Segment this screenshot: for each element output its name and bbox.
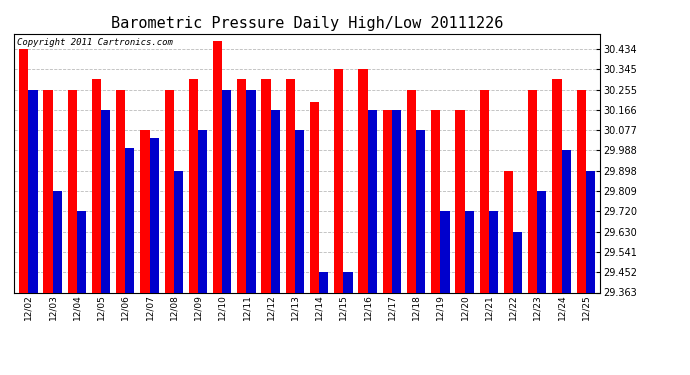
Bar	[295, 130, 304, 292]
Bar	[538, 191, 546, 292]
Bar	[344, 272, 353, 292]
Bar	[562, 150, 571, 292]
Bar	[77, 211, 86, 292]
Bar	[150, 138, 159, 292]
Bar	[43, 90, 52, 292]
Bar	[513, 232, 522, 292]
Bar	[116, 90, 126, 292]
Bar	[237, 79, 246, 292]
Bar	[213, 40, 222, 292]
Bar	[440, 211, 450, 292]
Bar	[358, 69, 368, 292]
Bar	[407, 90, 416, 292]
Bar	[334, 69, 344, 292]
Bar	[92, 79, 101, 292]
Bar	[174, 171, 183, 292]
Bar	[392, 110, 401, 292]
Bar	[286, 79, 295, 292]
Title: Barometric Pressure Daily High/Low 20111226: Barometric Pressure Daily High/Low 20111…	[111, 16, 503, 31]
Bar	[310, 102, 319, 292]
Bar	[28, 90, 37, 292]
Bar	[480, 90, 489, 292]
Bar	[383, 110, 392, 292]
Bar	[577, 90, 586, 292]
Bar	[164, 90, 174, 292]
Bar	[189, 79, 198, 292]
Bar	[126, 147, 135, 292]
Bar	[19, 49, 28, 292]
Bar	[101, 110, 110, 292]
Bar	[586, 171, 595, 292]
Bar	[504, 171, 513, 292]
Bar	[198, 130, 207, 292]
Bar	[319, 272, 328, 292]
Bar	[528, 90, 538, 292]
Bar	[416, 130, 425, 292]
Text: Copyright 2011 Cartronics.com: Copyright 2011 Cartronics.com	[17, 38, 172, 46]
Bar	[270, 110, 280, 292]
Bar	[246, 90, 256, 292]
Bar	[464, 211, 474, 292]
Bar	[431, 110, 440, 292]
Bar	[552, 79, 562, 292]
Bar	[52, 191, 62, 292]
Bar	[489, 211, 498, 292]
Bar	[455, 110, 464, 292]
Bar	[68, 90, 77, 292]
Bar	[262, 79, 270, 292]
Bar	[140, 130, 150, 292]
Bar	[222, 90, 231, 292]
Bar	[368, 110, 377, 292]
